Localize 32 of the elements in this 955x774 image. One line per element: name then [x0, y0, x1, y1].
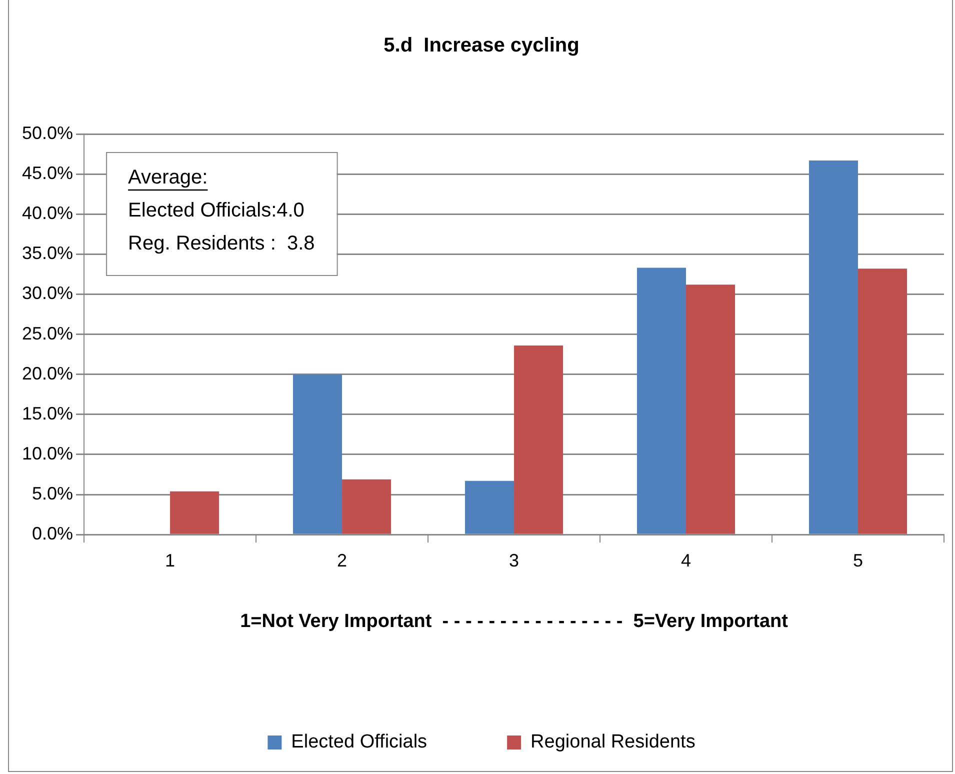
- x-tick-label: 3: [509, 550, 520, 570]
- x-tick-label: 1: [165, 550, 176, 570]
- bar: [858, 268, 908, 534]
- y-tick-label: 25.0%: [22, 323, 74, 344]
- bar: [170, 491, 220, 534]
- y-tick-label: 35.0%: [22, 243, 74, 264]
- bar: [514, 346, 564, 534]
- bar: [808, 160, 858, 534]
- y-tick-label: 40.0%: [22, 203, 74, 224]
- annotation: Elected Officials:4.0: [128, 200, 304, 222]
- x-axis-title: 1=Not Very Important - - - - - - - - - - - - - - - - 5=Very Important: [240, 610, 789, 632]
- y-tick-label: 50.0%: [22, 122, 74, 143]
- x-tick-label: 2: [337, 550, 348, 570]
- annotation: Average:: [128, 166, 208, 189]
- y-tick-label: 30.0%: [22, 283, 74, 304]
- y-tick-label: 45.0%: [22, 163, 74, 184]
- bar: [293, 374, 342, 534]
- x-tick-label: 4: [681, 550, 692, 570]
- bar: [465, 480, 514, 534]
- legend-label: Elected Officials: [291, 732, 428, 753]
- y-tick-label: 0.0%: [32, 524, 74, 544]
- legend-label: Regional Residents: [530, 732, 696, 753]
- y-tick-label: 20.0%: [22, 363, 74, 384]
- bar: [636, 268, 686, 534]
- y-tick-label: 15.0%: [22, 403, 74, 424]
- y-tick-label: 5.0%: [32, 484, 74, 504]
- bar: [342, 479, 392, 534]
- chart-title: 5.d Increase cycling: [384, 34, 580, 57]
- x-tick-label: 5: [852, 550, 864, 570]
- bar: [686, 284, 736, 534]
- annotation: Reg. Residents : 3.8: [128, 232, 315, 255]
- y-tick-label: 10.0%: [22, 443, 74, 464]
